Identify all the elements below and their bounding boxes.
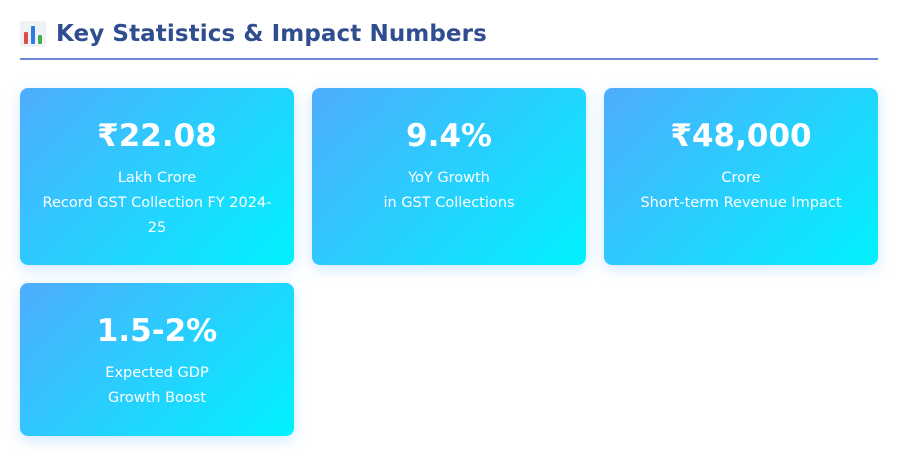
stat-label: Lakh Crore Record GST Collection FY 2024… xyxy=(20,166,294,241)
section-header: Key Statistics & Impact Numbers xyxy=(20,14,878,60)
stat-card-gst-collection: ₹22.08 Lakh Crore Record GST Collection … xyxy=(20,88,294,265)
bar-chart-icon xyxy=(20,21,46,47)
stat-label-line: 25 xyxy=(147,220,167,236)
stat-label: Crore Short-term Revenue Impact xyxy=(604,166,878,216)
stat-label: Expected GDP Growth Boost xyxy=(20,361,294,411)
stat-label-line: Lakh Crore xyxy=(117,170,197,186)
stat-card-gdp-boost: 1.5-2% Expected GDP Growth Boost xyxy=(20,283,294,436)
stat-value: ₹22.08 xyxy=(97,118,217,154)
stat-label-line: Expected GDP xyxy=(105,365,209,381)
stat-label-line: Crore xyxy=(721,170,761,186)
stat-label-line: in GST Collections xyxy=(383,195,515,211)
stat-label-line: YoY Growth xyxy=(408,170,490,186)
stat-label: YoY Growth in GST Collections xyxy=(312,166,586,216)
stat-value: 1.5-2% xyxy=(96,313,218,349)
stat-label-line: Growth Boost xyxy=(107,390,207,406)
stat-value: 9.4% xyxy=(406,118,492,154)
stat-card-yoy-growth: 9.4% YoY Growth in GST Collections xyxy=(312,88,586,265)
section-title: Key Statistics & Impact Numbers xyxy=(56,21,487,47)
stat-card-revenue-impact: ₹48,000 Crore Short-term Revenue Impact xyxy=(604,88,878,265)
stat-value: ₹48,000 xyxy=(670,118,812,154)
stat-label-line: Short-term Revenue Impact xyxy=(640,195,842,211)
stat-label-line: Record GST Collection FY 2024- xyxy=(42,195,272,211)
